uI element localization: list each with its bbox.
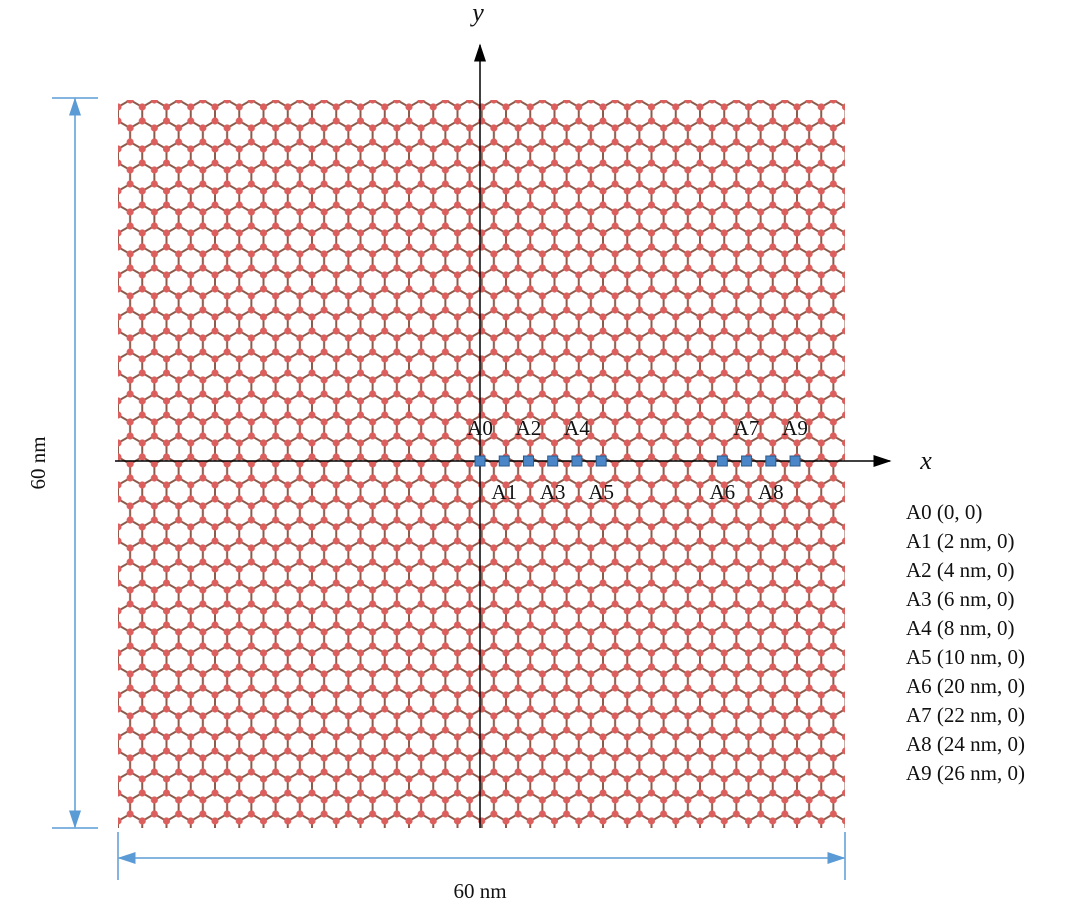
legend-entry: A5 (10 nm, 0) xyxy=(906,645,1025,669)
legend-entry: A3 (6 nm, 0) xyxy=(906,587,1015,611)
point-label: A3 xyxy=(540,480,566,504)
point-marker xyxy=(523,456,533,466)
point-label: A5 xyxy=(588,480,614,504)
x-axis-label: x xyxy=(919,446,932,475)
point-marker xyxy=(790,456,800,466)
point-label: A1 xyxy=(491,480,517,504)
legend-entry: A2 (4 nm, 0) xyxy=(906,558,1015,582)
y-axis-label: y xyxy=(469,0,484,27)
point-label: A7 xyxy=(734,416,760,440)
point-label: A9 xyxy=(782,416,808,440)
diagram: y x 60 nm 60 nm A0 A1 A2 A3 A4 A5 A6 A7 A8 A9 A0 … xyxy=(0,0,1068,913)
legend-entry: A8 (24 nm, 0) xyxy=(906,732,1025,756)
point-label: A4 xyxy=(564,416,590,440)
legend-entry: A7 (22 nm, 0) xyxy=(906,703,1025,727)
point-marker xyxy=(475,456,485,466)
legend-entry: A6 (20 nm, 0) xyxy=(906,674,1025,698)
legend-entry: A4 (8 nm, 0) xyxy=(906,616,1015,640)
legend: A0 (0, 0) A1 (2 nm, 0) A2 (4 nm, 0) A3 (6 n… xyxy=(906,500,1025,785)
legend-entry: A1 (2 nm, 0) xyxy=(906,529,1015,553)
point-marker xyxy=(596,456,606,466)
point-marker xyxy=(572,456,582,466)
width-label: 60 nm xyxy=(453,879,506,903)
point-label: A6 xyxy=(709,480,735,504)
point-marker xyxy=(548,456,558,466)
point-label: A0 xyxy=(467,416,493,440)
height-label: 60 nm xyxy=(26,436,50,489)
point-marker xyxy=(499,456,509,466)
point-label: A8 xyxy=(758,480,784,504)
point-label: A2 xyxy=(516,416,542,440)
legend-entry: A0 (0, 0) xyxy=(906,500,982,524)
legend-entry: A9 (26 nm, 0) xyxy=(906,761,1025,785)
point-marker xyxy=(766,456,776,466)
point-marker xyxy=(717,456,727,466)
point-marker xyxy=(742,456,752,466)
